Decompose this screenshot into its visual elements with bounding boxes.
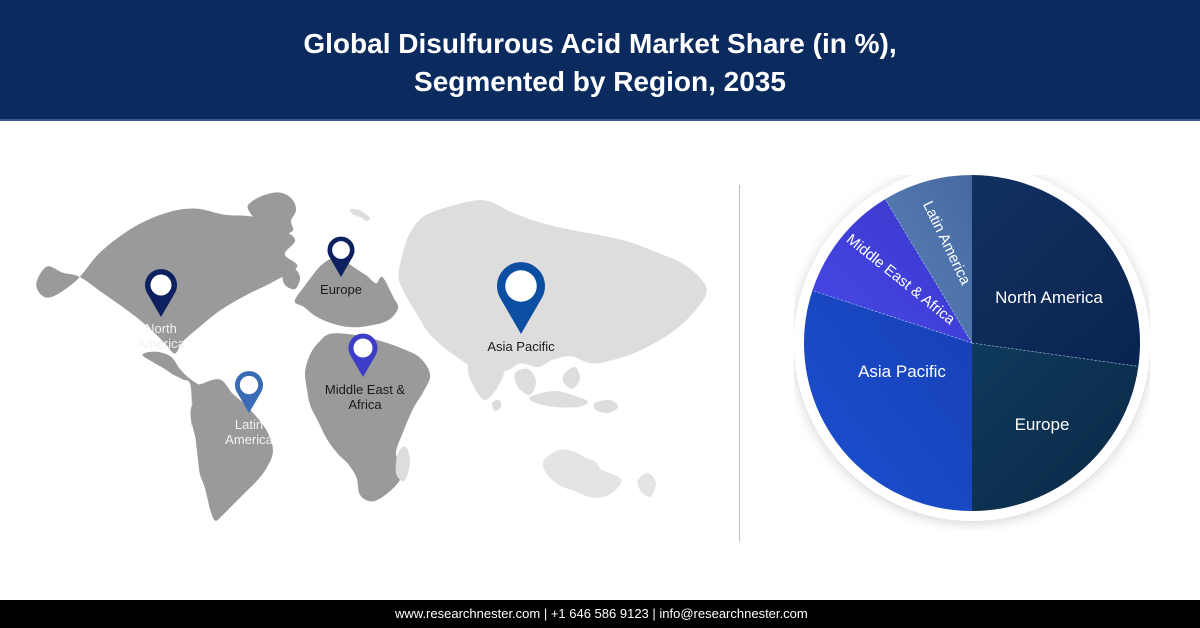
svg-text:North America: North America [995,288,1103,307]
svg-text:Asia Pacific: Asia Pacific [858,362,946,381]
svg-text:Europe: Europe [1015,415,1070,434]
